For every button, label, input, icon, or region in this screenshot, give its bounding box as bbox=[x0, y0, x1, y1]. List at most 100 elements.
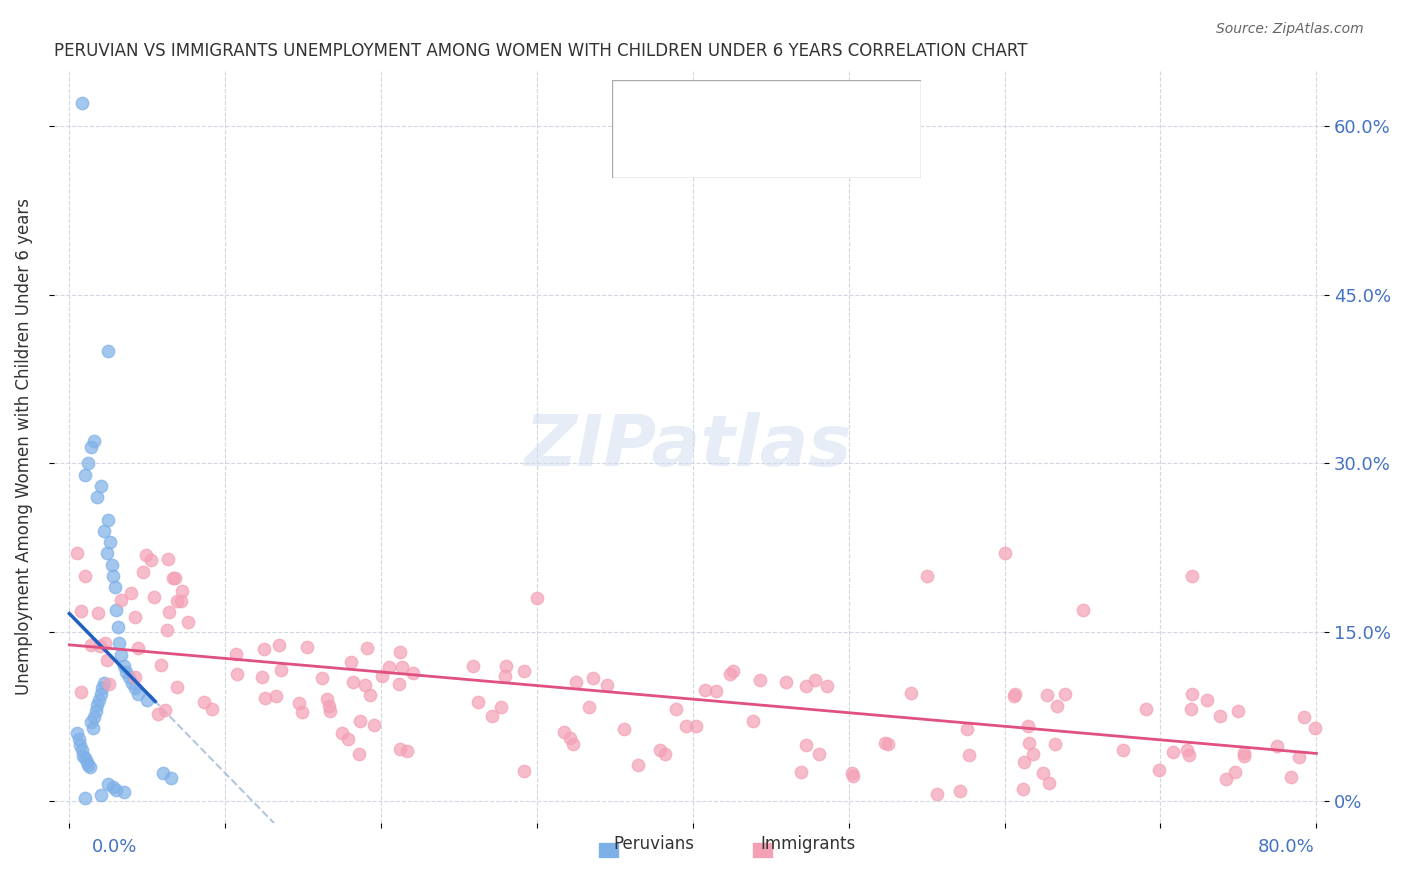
Point bbox=[225, 647, 247, 661]
Point bbox=[582, 671, 605, 685]
Point bbox=[127, 640, 149, 655]
Point bbox=[815, 679, 838, 693]
Point bbox=[340, 655, 363, 669]
Point bbox=[1181, 687, 1204, 701]
Point bbox=[76, 755, 98, 769]
Point bbox=[693, 682, 716, 697]
Point bbox=[1209, 709, 1232, 723]
Point bbox=[1147, 763, 1170, 777]
Point bbox=[153, 703, 176, 717]
Point bbox=[83, 709, 105, 723]
Point bbox=[124, 681, 146, 696]
Point bbox=[156, 623, 179, 637]
Point bbox=[201, 702, 224, 716]
Point bbox=[156, 551, 179, 566]
Point bbox=[73, 569, 96, 583]
Point bbox=[162, 570, 184, 584]
Point bbox=[295, 640, 318, 654]
Point bbox=[1011, 782, 1033, 797]
Point bbox=[1175, 743, 1198, 757]
Point bbox=[1012, 756, 1035, 770]
Point bbox=[561, 737, 583, 751]
Point bbox=[842, 769, 865, 783]
Point bbox=[359, 688, 381, 702]
Point bbox=[775, 674, 797, 689]
Point bbox=[1038, 776, 1060, 790]
Point bbox=[84, 704, 107, 718]
Point bbox=[1265, 739, 1288, 754]
Point bbox=[749, 673, 772, 687]
Point bbox=[1045, 698, 1067, 713]
Point bbox=[87, 607, 110, 621]
Point bbox=[578, 700, 600, 714]
Point bbox=[101, 780, 124, 795]
Point bbox=[342, 674, 364, 689]
Point bbox=[1233, 748, 1256, 763]
Point bbox=[90, 479, 112, 493]
Point bbox=[1181, 569, 1204, 583]
Point bbox=[402, 666, 425, 681]
Point bbox=[371, 669, 394, 683]
Point bbox=[1112, 743, 1135, 757]
Point bbox=[665, 702, 688, 716]
Point bbox=[120, 585, 142, 599]
Point bbox=[121, 676, 143, 690]
Point bbox=[124, 609, 146, 624]
Text: Source: ZipAtlas.com: Source: ZipAtlas.com bbox=[1216, 22, 1364, 37]
Point bbox=[73, 790, 96, 805]
Point bbox=[291, 705, 314, 719]
Point bbox=[704, 684, 727, 698]
Point bbox=[157, 605, 180, 619]
Point bbox=[80, 638, 103, 652]
Point bbox=[170, 594, 193, 608]
Point bbox=[94, 636, 117, 650]
Point bbox=[91, 681, 114, 696]
Point bbox=[166, 681, 188, 695]
Point bbox=[143, 590, 166, 604]
Point bbox=[135, 549, 157, 563]
Point bbox=[461, 659, 484, 673]
Point bbox=[136, 692, 159, 706]
Point bbox=[165, 571, 187, 585]
Point bbox=[347, 747, 370, 761]
Point bbox=[354, 678, 377, 692]
Point bbox=[1043, 737, 1066, 751]
Point bbox=[363, 718, 385, 732]
Point bbox=[77, 758, 100, 772]
Point bbox=[139, 553, 162, 567]
Point bbox=[226, 666, 249, 681]
Point bbox=[915, 569, 938, 583]
Point bbox=[150, 657, 173, 672]
Point bbox=[349, 714, 371, 728]
Point bbox=[389, 645, 412, 659]
Text: 80.0%: 80.0% bbox=[1258, 838, 1315, 855]
Point bbox=[87, 692, 110, 706]
Point bbox=[90, 687, 112, 701]
Point bbox=[377, 659, 399, 673]
Point bbox=[742, 714, 765, 729]
Point bbox=[1303, 721, 1326, 735]
Point bbox=[564, 675, 586, 690]
Point bbox=[82, 721, 104, 735]
Point bbox=[311, 672, 333, 686]
Point bbox=[70, 743, 93, 757]
Point bbox=[112, 785, 135, 799]
Text: PERUVIAN VS IMMIGRANTS UNEMPLOYMENT AMONG WOMEN WITH CHILDREN UNDER 6 YEARS CORR: PERUVIAN VS IMMIGRANTS UNEMPLOYMENT AMON… bbox=[53, 42, 1028, 60]
Point bbox=[1227, 704, 1250, 718]
Point bbox=[1135, 702, 1157, 716]
Point bbox=[132, 566, 155, 580]
Point bbox=[613, 722, 636, 736]
Point bbox=[957, 747, 980, 762]
Point bbox=[356, 641, 378, 656]
Point bbox=[252, 670, 274, 684]
Point bbox=[77, 457, 100, 471]
Point bbox=[80, 440, 103, 454]
Point bbox=[97, 777, 120, 791]
Point bbox=[330, 726, 353, 740]
Bar bbox=[627, 92, 664, 120]
Point bbox=[796, 679, 818, 693]
Point bbox=[100, 558, 122, 572]
Point bbox=[467, 695, 489, 709]
Text: 0.0%: 0.0% bbox=[91, 838, 136, 855]
Point bbox=[172, 584, 194, 599]
